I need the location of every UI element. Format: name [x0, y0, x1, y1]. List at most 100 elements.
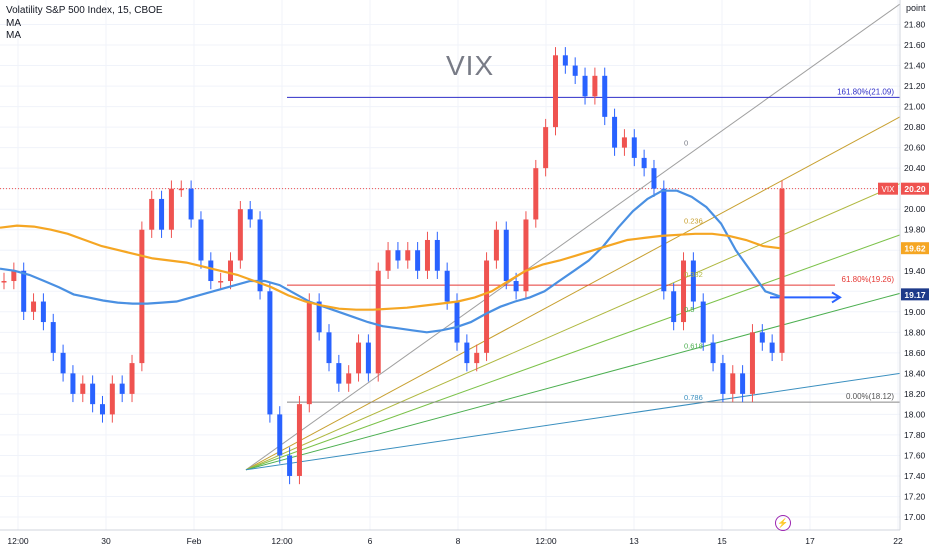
fib-lines	[0, 96, 900, 403]
fan-ray	[245, 183, 901, 471]
fib-level-label: 0.618	[684, 342, 703, 351]
candle-body	[60, 352, 66, 374]
last-price-label: 20.20	[904, 184, 926, 194]
price-tick-label: 21.40	[904, 61, 926, 71]
fib-level-label: 0.236	[684, 217, 703, 226]
price-tick-label: 20.80	[904, 122, 926, 132]
fib-level-label: 0.382	[684, 270, 703, 279]
candle-body	[346, 373, 352, 384]
candle-body	[99, 404, 105, 415]
candle-body	[31, 301, 37, 312]
candle-body	[356, 342, 362, 374]
fib-level-label: 0	[684, 139, 688, 148]
candle-body	[769, 342, 775, 353]
ma-line-blue	[0, 189, 781, 334]
candle-body	[464, 342, 470, 364]
price-tick-label: 21.80	[904, 20, 926, 30]
time-tick-label: 17	[805, 536, 815, 546]
price-tick-label: 19.40	[904, 266, 926, 276]
candle-body	[267, 291, 273, 415]
fan-ray	[245, 116, 901, 471]
ma-orange-label-bg	[901, 242, 929, 255]
candle-body	[503, 229, 509, 282]
candle-body	[198, 219, 204, 261]
fib-level-label: 0.786	[684, 393, 703, 402]
y-axis-unit: point	[906, 3, 926, 13]
time-tick-label: 13	[629, 536, 639, 546]
candle-body	[730, 373, 736, 394]
candle-body	[375, 270, 381, 374]
symbol-badge-bg	[878, 182, 898, 195]
candle-body	[119, 383, 125, 394]
candle-body	[749, 332, 755, 394]
price-tick-label: 17.60	[904, 450, 926, 460]
moving-averages	[0, 189, 781, 334]
candle-body	[493, 229, 499, 261]
price-tick-label: 17.40	[904, 471, 926, 481]
candle-body	[208, 260, 214, 282]
candle-body	[237, 209, 243, 261]
gann-fan	[245, 3, 901, 471]
candle-body	[631, 137, 637, 158]
candle-body	[188, 188, 194, 220]
candle-body	[523, 219, 529, 292]
price-tick-label: 18.80	[904, 327, 926, 337]
ma-blue-label: 19.17	[904, 290, 926, 300]
event-icon[interactable]: ⚡	[775, 515, 791, 531]
price-candles	[1, 47, 785, 485]
fan-ray	[245, 3, 901, 471]
candle-body	[720, 363, 726, 394]
candle-body	[562, 55, 568, 66]
candle-body	[168, 188, 174, 230]
time-tick-label: 12:00	[535, 536, 557, 546]
fib-label-0: 0.00%(18.12)	[846, 392, 894, 401]
candle-body	[90, 383, 96, 405]
candle-body	[602, 75, 608, 117]
fib-level-label: 0.5	[684, 305, 694, 314]
price-tick-label: 20.60	[904, 143, 926, 153]
candle-body	[454, 301, 460, 343]
candle-body	[552, 55, 558, 128]
legend-title: Volatility S&P 500 Index, 15, CBOE	[6, 5, 163, 16]
candle-body	[149, 198, 155, 230]
time-tick-label: 12:00	[7, 536, 29, 546]
price-tick-label: 18.20	[904, 389, 926, 399]
candle-body	[50, 322, 56, 353]
candle-body	[109, 383, 115, 415]
price-tick-label: 17.00	[904, 512, 926, 522]
price-tick-label: 21.20	[904, 81, 926, 91]
candle-body	[405, 250, 411, 261]
candle-body	[582, 75, 588, 97]
fan-ray	[245, 234, 901, 471]
candle-body	[1, 281, 7, 283]
time-tick-label: 15	[717, 536, 727, 546]
candle-body	[434, 239, 440, 271]
last-price-label-bg	[901, 182, 929, 195]
candle-body	[247, 209, 253, 220]
price-tick-label: 20.40	[904, 163, 926, 173]
price-tick-label: 18.00	[904, 409, 926, 419]
price-tick-label: 21.00	[904, 102, 926, 112]
chart-grid	[0, 0, 900, 530]
candle-body	[228, 260, 234, 282]
chart-labels: 161.80%(21.09) 61.80%(19.26) 0.00%(18.12) 0…	[684, 87, 929, 402]
candle-body	[395, 250, 401, 261]
candle-body	[316, 301, 322, 333]
candle-body	[129, 363, 135, 394]
candle-body	[257, 219, 263, 292]
candle-body	[139, 229, 145, 364]
candle-body	[385, 250, 391, 271]
fan-ray	[245, 292, 901, 471]
candle-body	[287, 455, 293, 476]
candle-body	[592, 75, 598, 97]
price-axis-bg	[900, 0, 932, 550]
candle-body	[740, 373, 746, 394]
candle-body	[641, 157, 647, 169]
time-tick-label: 22	[893, 536, 903, 546]
candle-body	[326, 332, 332, 364]
candle-body	[11, 270, 17, 282]
price-tick-label: 18.60	[904, 348, 926, 358]
time-tick-label: 30	[101, 536, 111, 546]
price-tick-label: 19.00	[904, 307, 926, 317]
